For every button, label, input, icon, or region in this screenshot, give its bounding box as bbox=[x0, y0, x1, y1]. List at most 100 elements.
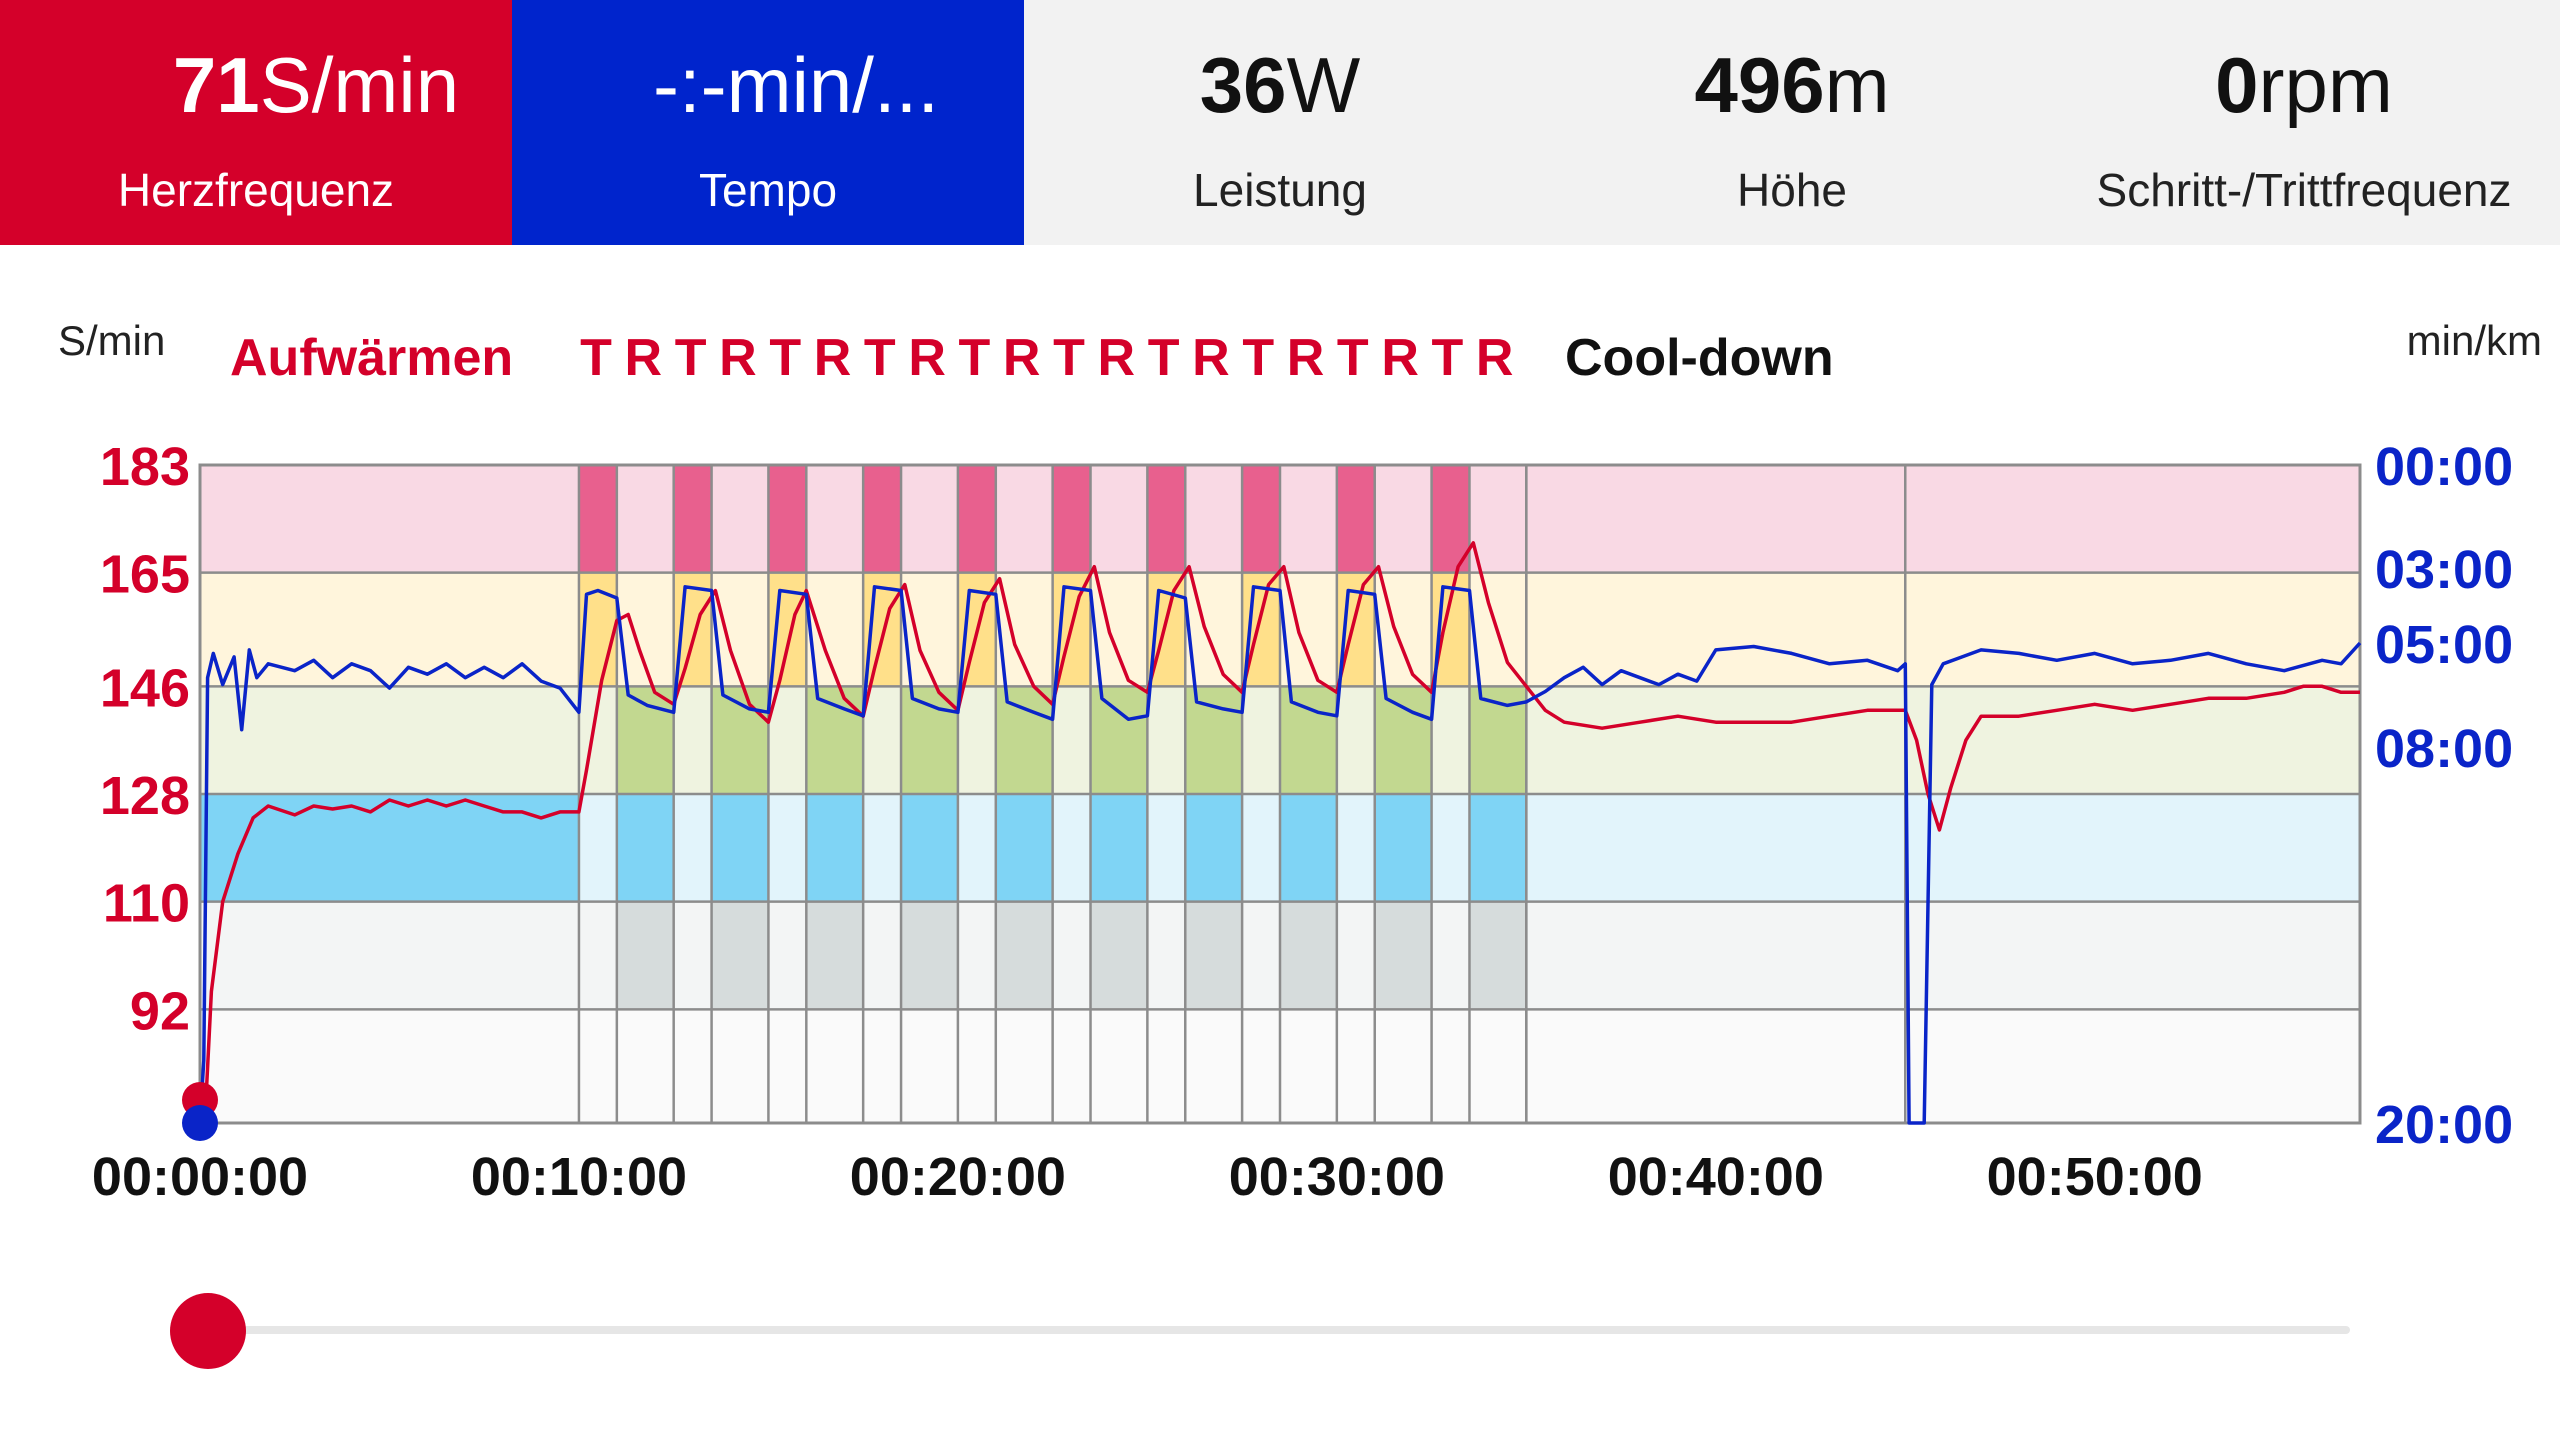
phase-interval-7: R bbox=[908, 329, 946, 387]
recovery-zone3-6 bbox=[1185, 686, 1243, 794]
cadence-tile[interactable]: 0rpm Schritt-/Trittfrequenz bbox=[2048, 0, 2560, 245]
x-tick-0: 00:00:00 bbox=[92, 1147, 308, 1207]
recovery-zone1-1 bbox=[711, 901, 769, 1010]
x-tick-5: 00:50:00 bbox=[1987, 1147, 2203, 1207]
recovery-zone3-4 bbox=[995, 686, 1053, 794]
phase-interval-4: T bbox=[769, 329, 801, 387]
left-tick-183: 183 bbox=[100, 437, 190, 497]
training-zone5-9 bbox=[1431, 465, 1470, 573]
phase-interval-2: T bbox=[675, 329, 707, 387]
phase-interval-1: R bbox=[625, 329, 663, 387]
recovery-zone2-3 bbox=[901, 794, 958, 902]
phase-warmup: Aufwärmen bbox=[230, 329, 513, 387]
altitude-tile[interactable]: 496m Höhe bbox=[1536, 0, 2048, 245]
recovery-zone3-8 bbox=[1374, 686, 1432, 794]
heart-rate-tile[interactable]: 71S/min Herzfrequenz bbox=[0, 0, 512, 245]
heart-rate-line bbox=[198, 541, 2360, 1124]
left-tick-128: 128 bbox=[100, 766, 190, 826]
power-tile[interactable]: 36W Leistung bbox=[1024, 0, 1536, 245]
recovery-zone1-9 bbox=[1469, 901, 1527, 1010]
recovery-zone1-4 bbox=[995, 901, 1053, 1010]
left-tick-165: 165 bbox=[100, 545, 190, 605]
training-zone5-7 bbox=[1242, 465, 1280, 573]
recovery-zone1-2 bbox=[806, 901, 864, 1010]
recovery-zone3-7 bbox=[1280, 686, 1337, 794]
recovery-zone2-7 bbox=[1280, 794, 1337, 902]
left-tick-146: 146 bbox=[100, 658, 190, 718]
left-tick-110: 110 bbox=[103, 874, 190, 934]
phase-interval-3: R bbox=[719, 329, 757, 387]
pace-cursor-dot bbox=[182, 1105, 218, 1141]
recovery-zone2-4 bbox=[995, 794, 1053, 902]
right-tick-0: 00:00 bbox=[2375, 437, 2513, 497]
training-zone5-5 bbox=[1052, 465, 1091, 573]
phase-interval-12: T bbox=[1148, 329, 1180, 387]
recovery-zone2-8 bbox=[1374, 794, 1432, 902]
recovery-zone1-6 bbox=[1185, 901, 1243, 1010]
pace-label: Tempo bbox=[698, 164, 838, 216]
right-tick-3: 08:00 bbox=[2375, 719, 2513, 779]
recovery-zone1-7 bbox=[1280, 901, 1337, 1010]
x-tick-4: 00:40:00 bbox=[1608, 1147, 1824, 1207]
recovery-zone2-9 bbox=[1469, 794, 1527, 902]
left-axis-unit: S/min bbox=[58, 317, 165, 364]
right-tick-2: 05:00 bbox=[2375, 615, 2513, 675]
phase-interval-19: R bbox=[1476, 329, 1514, 387]
phase-interval-8: T bbox=[959, 329, 991, 387]
phase-interval-15: R bbox=[1287, 329, 1325, 387]
altitude-label: Höhe bbox=[1737, 164, 1847, 216]
phase-interval-16: T bbox=[1337, 329, 1369, 387]
phase-interval-0: T bbox=[580, 329, 612, 387]
pace-line bbox=[198, 585, 2362, 1125]
phase-cooldown: Cool-down bbox=[1565, 329, 1834, 387]
phase-interval-14: T bbox=[1242, 329, 1274, 387]
right-tick-1: 03:00 bbox=[2375, 540, 2513, 600]
chart-series bbox=[182, 541, 2362, 1141]
x-tick-1: 00:10:00 bbox=[471, 1147, 687, 1207]
heart-rate-value: 71S/min bbox=[172, 41, 460, 129]
power-label: Leistung bbox=[1193, 164, 1367, 216]
phase-interval-18: T bbox=[1432, 329, 1464, 387]
recovery-zone3-2 bbox=[806, 686, 864, 794]
pace-tile[interactable]: -:-min/... Tempo bbox=[512, 0, 1024, 245]
phase-interval-10: T bbox=[1053, 329, 1085, 387]
cadence-value: 0rpm bbox=[2215, 41, 2393, 129]
right-axis-unit: min/km bbox=[2407, 317, 2542, 364]
recovery-zone1-0 bbox=[616, 901, 674, 1010]
recovery-zone2-2 bbox=[806, 794, 864, 902]
recovery-zone1-3 bbox=[901, 901, 958, 1010]
heart-rate-label: Herzfrequenz bbox=[117, 164, 395, 216]
phase-interval-5: R bbox=[814, 329, 852, 387]
recovery-zone2-0 bbox=[616, 794, 674, 902]
left-tick-92: 92 bbox=[130, 981, 190, 1041]
timeline-slider-track[interactable] bbox=[208, 1326, 2350, 1334]
phase-interval-6: T bbox=[864, 329, 896, 387]
power-value: 36W bbox=[1199, 41, 1361, 129]
recovery-zone1-5 bbox=[1090, 901, 1148, 1010]
timeline-slider-thumb[interactable] bbox=[170, 1293, 246, 1369]
training-zone5-8 bbox=[1336, 465, 1375, 573]
right-tick-4: 20:00 bbox=[2375, 1095, 2513, 1155]
training-zone5-1 bbox=[673, 465, 712, 573]
training-zone5-0 bbox=[578, 465, 617, 573]
metrics-bar: 71S/min Herzfrequenz -:-min/... Tempo 36… bbox=[0, 0, 2560, 245]
training-zone5-6 bbox=[1147, 465, 1186, 573]
recovery-zone3-5 bbox=[1090, 686, 1148, 794]
training-zone5-3 bbox=[863, 465, 902, 573]
altitude-value: 496m bbox=[1694, 41, 1890, 129]
x-tick-2: 00:20:00 bbox=[850, 1147, 1066, 1207]
x-tick-3: 00:30:00 bbox=[1229, 1147, 1445, 1207]
phase-interval-17: R bbox=[1381, 329, 1419, 387]
training-zone5-4 bbox=[957, 465, 996, 573]
phase-interval-11: R bbox=[1098, 329, 1136, 387]
training-zone5-2 bbox=[768, 465, 807, 573]
cadence-label: Schritt-/Trittfrequenz bbox=[2096, 164, 2512, 216]
recovery-zone1-8 bbox=[1374, 901, 1432, 1010]
phase-interval-9: R bbox=[1003, 329, 1041, 387]
recovery-zone2-6 bbox=[1185, 794, 1243, 902]
recovery-zone2-1 bbox=[711, 794, 769, 902]
pace-value: -:-min/... bbox=[653, 41, 939, 129]
phase-interval-13: R bbox=[1192, 329, 1230, 387]
